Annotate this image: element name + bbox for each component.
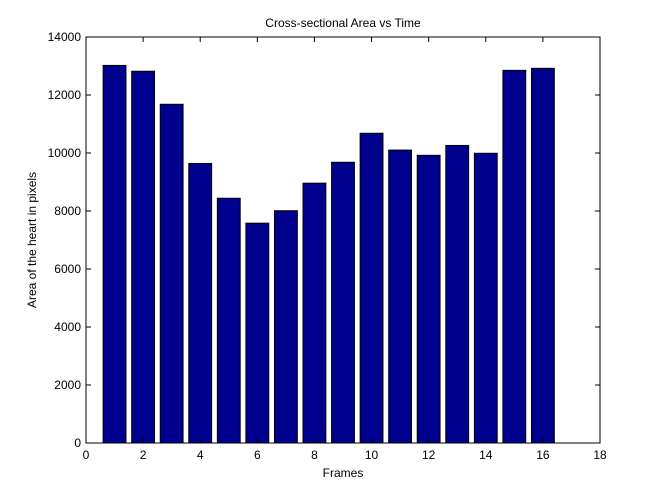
bar: [416, 154, 441, 444]
y-tick-label: 8000: [54, 204, 81, 218]
bar: [188, 162, 213, 444]
x-tick-label: 18: [593, 448, 607, 462]
bar: [359, 132, 384, 444]
y-axis-label: Area of the heart in pixels: [25, 172, 39, 308]
bar: [159, 103, 184, 444]
x-tick-label: 2: [140, 448, 147, 462]
bar: [388, 149, 413, 444]
axes-frame: [85, 36, 601, 444]
y-tick-label: 6000: [54, 262, 81, 276]
y-ticks-group: 0 2000 4000 6000 8000 10000 12000 14000: [48, 30, 600, 450]
y-tick-label: 0: [74, 436, 81, 450]
chart-title: Cross-sectional Area vs Time: [265, 16, 421, 30]
bar: [530, 67, 555, 444]
bar: [302, 182, 327, 444]
x-axis-label: Frames: [323, 466, 364, 480]
bars-group: [102, 64, 555, 444]
x-tick-label: 8: [311, 448, 318, 462]
bar: [331, 161, 355, 444]
x-tick-label: 10: [365, 448, 379, 462]
y-tick-label: 4000: [54, 320, 81, 334]
bar: [473, 152, 498, 444]
y-tick-label: 2000: [54, 378, 81, 392]
bar: [102, 64, 127, 444]
bar: [216, 197, 241, 444]
x-tick-label: 0: [83, 448, 90, 462]
x-ticks-group: 0 2 4 6 8 10 12 14 16 18: [83, 37, 607, 462]
bar: [445, 144, 470, 444]
bar: [273, 210, 298, 444]
bar: [502, 69, 527, 444]
y-tick-label: 12000: [48, 88, 82, 102]
bar: [131, 70, 156, 444]
y-tick-label: 10000: [48, 146, 82, 160]
x-tick-label: 14: [479, 448, 493, 462]
bar: [245, 222, 270, 444]
y-tick-label: 14000: [48, 30, 82, 44]
x-tick-label: 16: [536, 448, 550, 462]
x-tick-label: 6: [254, 448, 261, 462]
x-tick-label: 12: [422, 448, 436, 462]
x-tick-label: 4: [197, 448, 204, 462]
